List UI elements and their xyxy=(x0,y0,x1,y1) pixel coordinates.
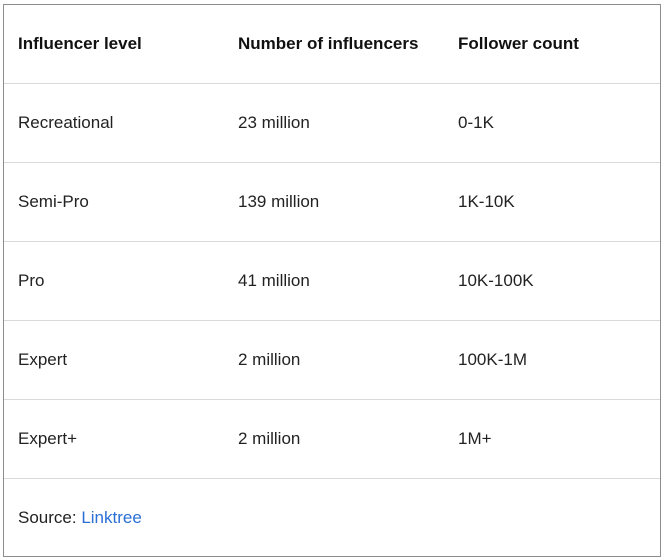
cell-number-of-influencers: 23 million xyxy=(224,83,444,163)
column-header-number-of-influencers: Number of influencers xyxy=(224,5,444,84)
table-row: Semi-Pro 139 million 1K-10K xyxy=(4,162,660,242)
table-row: Recreational 23 million 0-1K xyxy=(4,83,660,163)
cell-influencer-level: Expert xyxy=(4,320,224,400)
table-row: Expert+ 2 million 1M+ xyxy=(4,399,660,479)
cell-influencer-level: Semi-Pro xyxy=(4,162,224,242)
cell-follower-count: 1K-10K xyxy=(444,162,660,242)
influencer-table: Influencer level Number of influencers F… xyxy=(4,5,660,557)
cell-number-of-influencers: 139 million xyxy=(224,162,444,242)
cell-influencer-level: Recreational xyxy=(4,83,224,163)
source-label: Source: xyxy=(18,507,82,527)
column-header-follower-count: Follower count xyxy=(444,5,660,84)
cell-influencer-level: Pro xyxy=(4,241,224,321)
table-row: Pro 41 million 10K-100K xyxy=(4,241,660,321)
table-header-row: Influencer level Number of influencers F… xyxy=(4,5,660,84)
cell-number-of-influencers: 41 million xyxy=(224,241,444,321)
source-link-linktree[interactable]: Linktree xyxy=(81,507,142,527)
table-container: Influencer level Number of influencers F… xyxy=(3,4,661,557)
cell-follower-count: 0-1K xyxy=(444,83,660,163)
cell-number-of-influencers: 2 million xyxy=(224,320,444,400)
table-row: Expert 2 million 100K-1M xyxy=(4,320,660,400)
column-header-influencer-level: Influencer level xyxy=(4,5,224,84)
cell-follower-count: 1M+ xyxy=(444,399,660,479)
cell-influencer-level: Expert+ xyxy=(4,399,224,479)
cell-follower-count: 10K-100K xyxy=(444,241,660,321)
source-row: Source: Linktree xyxy=(4,478,660,557)
source-cell: Source: Linktree xyxy=(4,478,660,557)
cell-number-of-influencers: 2 million xyxy=(224,399,444,479)
cell-follower-count: 100K-1M xyxy=(444,320,660,400)
